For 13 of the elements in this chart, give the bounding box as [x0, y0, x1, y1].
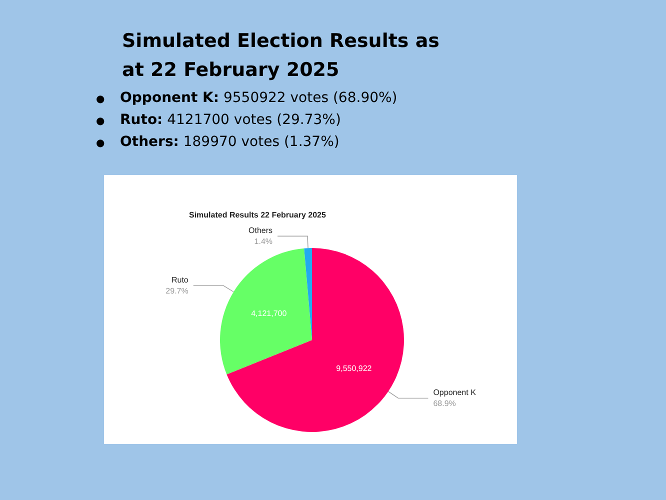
text: ● Ruto: 4121700 votes (29.73%)	[96, 112, 341, 128]
chart-title: Simulated Election Results as at 22 February 2025	[122, 29, 440, 83]
slice-label: Opponent K	[433, 388, 477, 398]
text: 68.9%	[433, 399, 456, 408]
slice-label: Others	[248, 226, 273, 236]
text: 1.4%	[254, 237, 273, 246]
text: ● Opponent K: 9550922 votes (68.90%)	[96, 90, 398, 106]
text: ● Others: 189970 votes (1.37%)	[96, 134, 340, 150]
chart-subtitle: Simulated Results 22 February 2025	[189, 210, 326, 220]
data-label: 9,550,922	[336, 364, 372, 373]
data-label: 4,121,700	[251, 309, 288, 318]
slice-label: Ruto	[171, 276, 189, 285]
text: 29.7%	[166, 286, 188, 296]
